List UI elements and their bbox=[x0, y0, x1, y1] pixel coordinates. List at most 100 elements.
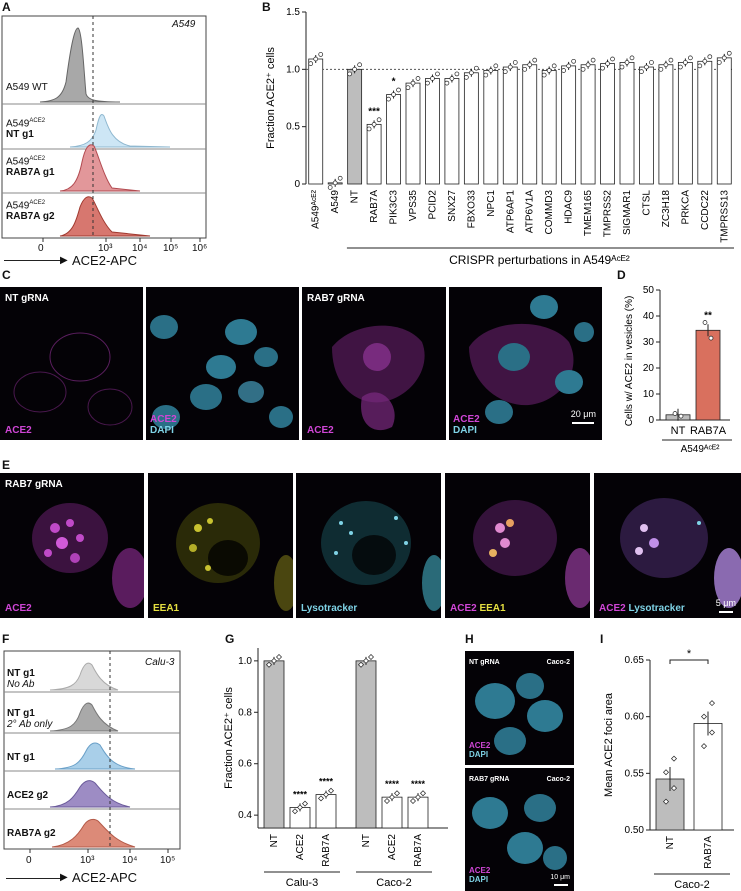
b-bar bbox=[463, 72, 479, 185]
panel-h-scale-label: 10 μm bbox=[550, 874, 570, 881]
b-point bbox=[376, 117, 382, 123]
b-point bbox=[610, 56, 615, 62]
b-point bbox=[561, 68, 566, 73]
g-point bbox=[389, 794, 395, 801]
i-significance-bracket bbox=[669, 659, 709, 664]
hist-nt-g1 bbox=[69, 114, 171, 148]
b-significance: * bbox=[392, 77, 396, 88]
panel-letter-c: C bbox=[2, 268, 11, 282]
b-category-label: SNX27 bbox=[447, 190, 458, 222]
panel-h-rab7-labels: ACE2 DAPI bbox=[469, 866, 491, 884]
b-point bbox=[313, 56, 319, 62]
panel-letter-d: D bbox=[617, 268, 626, 282]
b-bar bbox=[716, 57, 732, 185]
g-point bbox=[302, 800, 308, 807]
b-point bbox=[716, 60, 722, 65]
b-point bbox=[347, 71, 352, 77]
i-category-label: RAB7A bbox=[703, 836, 714, 869]
panel-c-rab7-merge-image: ACE2 DAPI 20 μm bbox=[449, 287, 602, 440]
b-category-label: PIK3C3 bbox=[389, 190, 400, 225]
b-bar bbox=[561, 65, 577, 185]
b-point bbox=[318, 52, 324, 57]
panel-letter-e: E bbox=[2, 458, 11, 472]
panel-a-tick-1: 10³ bbox=[98, 243, 113, 254]
b-point bbox=[707, 54, 713, 60]
g-bar bbox=[315, 794, 337, 829]
b-point bbox=[546, 68, 552, 73]
panel-h-rab7-image: RAB7 gRNA Caco-2 ACE2 DAPI 10 μm bbox=[465, 768, 574, 891]
panel-e-title: RAB7 gRNA bbox=[5, 479, 63, 490]
b-point bbox=[527, 62, 533, 68]
g-point bbox=[420, 790, 426, 797]
hist-f-ace2-g2 bbox=[49, 780, 131, 808]
d-bar bbox=[695, 329, 721, 421]
panel-h-scale-bar bbox=[554, 884, 568, 886]
g-category-label: ACE2 bbox=[295, 834, 306, 861]
g-ytick-label: 0.6 bbox=[238, 759, 252, 770]
b-bar bbox=[600, 63, 615, 185]
panel-a-cell-line: A549 bbox=[172, 19, 196, 30]
b-point bbox=[678, 64, 683, 70]
g-category-label: NT bbox=[361, 834, 372, 847]
panel-c-nt-ace2-label: ACE2 bbox=[5, 425, 32, 436]
panel-a-flow-histograms bbox=[1, 15, 207, 242]
i-point bbox=[701, 713, 707, 720]
i-ytick-label: 0.55 bbox=[625, 768, 645, 779]
panel-h-nt-title: NT gRNA bbox=[469, 659, 500, 666]
d-significance: ** bbox=[704, 310, 712, 321]
b-category-label: ATP6AP1 bbox=[505, 190, 516, 234]
i-point bbox=[671, 785, 677, 792]
g-ytick-label: 0.8 bbox=[238, 707, 252, 718]
panel-letter-b: B bbox=[262, 0, 271, 14]
panel-c-nt-ace2-image: NT gRNA ACE2 bbox=[0, 287, 143, 440]
panel-a-arrowhead: ▶ bbox=[60, 255, 68, 266]
panel-e-merge2-labels: ACE2 Lysotracker bbox=[599, 603, 685, 614]
panel-f-flow-histograms bbox=[3, 650, 181, 853]
hist-rab7a-g2 bbox=[59, 196, 151, 237]
panel-h-rab7-cell: Caco-2 bbox=[546, 776, 570, 783]
b-category-label: VPS35 bbox=[408, 190, 419, 222]
b-point bbox=[396, 87, 401, 93]
b-point bbox=[571, 58, 576, 64]
b-category-label: A549ᴬᶜᴱ² bbox=[311, 189, 322, 229]
b-bar bbox=[366, 123, 382, 185]
b-point bbox=[683, 60, 688, 65]
b-point bbox=[566, 63, 571, 69]
panel-f-cell-line: Calu-3 bbox=[145, 657, 175, 668]
b-category-label: CTSL bbox=[641, 190, 652, 216]
i-point bbox=[663, 769, 669, 776]
panel-e-scale-bar bbox=[719, 611, 733, 613]
g-ylabel: Fraction ACE2⁺ cells bbox=[223, 687, 235, 789]
b-point bbox=[726, 50, 732, 56]
b-point bbox=[483, 72, 489, 78]
panel-e-lysotracker-image: Lysotracker bbox=[296, 473, 441, 618]
b-bar bbox=[677, 62, 693, 185]
b-point bbox=[464, 75, 469, 80]
panel-letter-f: F bbox=[2, 632, 10, 646]
g-category-label: RAB7A bbox=[413, 834, 424, 867]
panel-f-tick-3: 10⁵ bbox=[160, 855, 176, 866]
panel-e-eea1-label: EEA1 bbox=[153, 603, 180, 614]
b-bar bbox=[541, 70, 557, 185]
b-category-label: TMPRSS2 bbox=[603, 190, 614, 238]
panel-e-ace2-eea1-merge-image: ACE2 EEA1 bbox=[445, 473, 590, 618]
panel-a-track-2-label: A549ACE2 NT g1 bbox=[6, 118, 46, 141]
g-point bbox=[292, 808, 298, 815]
b-point bbox=[469, 70, 474, 76]
b-ytick-label: 0 bbox=[294, 179, 300, 190]
g-significance: **** bbox=[385, 779, 400, 789]
panel-a-track-3-label: A549ACE2 RAB7A g1 bbox=[6, 156, 55, 179]
g-point bbox=[276, 654, 282, 660]
panel-e-ace2-label: ACE2 bbox=[5, 603, 32, 614]
b-point bbox=[308, 61, 314, 66]
i-significance: * bbox=[687, 648, 692, 660]
i-ytick-label: 0.60 bbox=[625, 712, 645, 723]
b-point bbox=[430, 76, 435, 81]
g-bar bbox=[263, 660, 285, 829]
panel-letter-h: H bbox=[465, 632, 474, 646]
b-bar bbox=[444, 78, 460, 185]
panel-a-arrow bbox=[4, 260, 64, 261]
b-point bbox=[454, 71, 460, 77]
b-point bbox=[444, 80, 450, 86]
b-point bbox=[332, 180, 338, 186]
